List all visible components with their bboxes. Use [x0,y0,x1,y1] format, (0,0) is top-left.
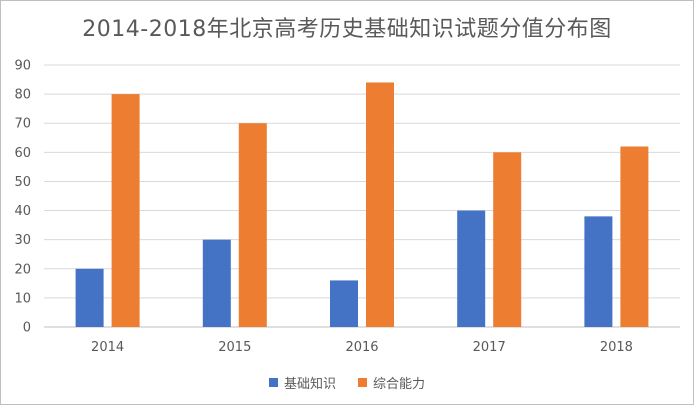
gridlines [44,64,680,328]
bar-series-2-2016 [366,82,394,327]
y-tick-label: 40 [14,204,31,219]
y-tick-label: 0 [23,321,31,336]
y-tick-label: 20 [14,262,31,277]
y-tick-label: 90 [14,59,31,74]
x-tick-label: 2018 [600,340,633,355]
y-tick-label: 70 [14,117,31,132]
chart-title: 2014-2018年北京高考历史基础知识试题分值分布图 [82,17,612,42]
y-tick-label: 30 [14,233,31,248]
x-tick-label: 2014 [91,340,124,355]
y-axis-ticks: 0 10 20 30 40 50 60 70 80 90 [14,59,31,336]
bar-series-2-2018 [620,146,649,327]
legend-label-series-1: 基础知识 [283,377,336,392]
legend-item-series-2: 综合能力 [358,373,425,392]
y-tick-label: 10 [14,291,31,306]
bar-series-1-2014 [75,268,104,327]
legend-swatch-series-1 [268,378,278,387]
bar-series-1-2018 [584,216,613,327]
y-tick-label: 80 [14,88,31,103]
bar-series-2-2017 [493,152,522,327]
legend: 基础知识 综合能力 [1,373,693,392]
legend-label-series-2: 综合能力 [373,377,426,392]
x-axis-ticks: 2014 2015 2016 2017 2018 [91,340,633,355]
bars [75,82,649,327]
bar-series-1-2017 [457,210,486,327]
bar-series-1-2015 [202,239,231,327]
x-tick-label: 2015 [218,340,251,355]
legend-item-series-1: 基础知识 [268,373,336,392]
bar-series-2-2015 [238,123,267,327]
bar-series-1-2016 [330,280,358,327]
x-tick-label: 2016 [345,340,378,355]
x-tick-label: 2017 [473,340,506,355]
legend-swatch-series-2 [358,378,367,387]
y-tick-label: 60 [14,146,31,161]
y-tick-label: 50 [14,175,31,190]
bar-series-2-2014 [111,94,140,327]
